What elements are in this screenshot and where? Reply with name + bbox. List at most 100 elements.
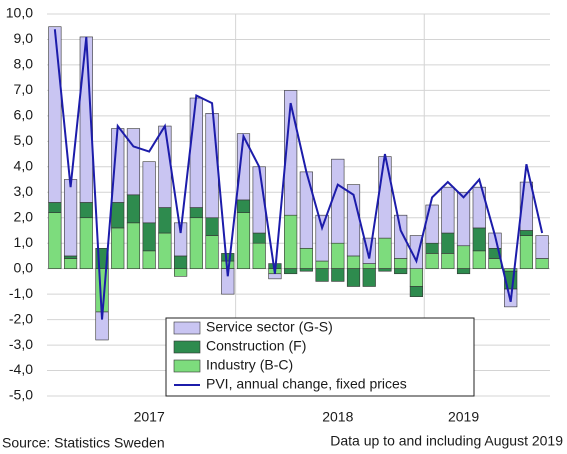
bar-segment [346,255,361,269]
bar-segment [48,26,62,203]
bar-segment [315,268,329,282]
bar-segment [48,212,62,269]
bar-segment [63,255,78,259]
bar-segment [425,253,439,269]
bar-segment [174,268,188,277]
bar-segment [158,232,172,269]
bar-segment [48,202,62,213]
bar-segment [142,222,156,252]
bar-segment [174,255,188,269]
bar-segment [252,242,266,269]
bar-segment [205,113,219,219]
legend-swatch [173,321,201,335]
x-tick-label: 2019 [448,409,479,425]
legend-label: Construction (F) [206,338,306,354]
bar-segment [535,258,549,269]
bar-segment [299,171,313,249]
y-tick-label: 0,0 [14,259,34,275]
y-tick-label: 8,0 [14,56,34,72]
y-tick-label: 2,0 [14,208,34,224]
bar-segment [111,227,125,269]
bar-segment [331,268,345,282]
bar-segment [456,268,471,275]
bar-segment [456,191,471,247]
bar-segment [441,186,455,234]
bar-segment [394,268,408,275]
y-tick-label: -3,0 [9,336,33,352]
line-series [53,29,544,320]
bar-segment [394,258,408,269]
bar-segment [126,222,141,269]
note: Data up to and including August 2019 [330,433,563,449]
bar-segment [236,199,251,213]
y-tick-label: -1,0 [9,285,33,301]
bar-segment [441,232,455,254]
y-tick-label: -4,0 [9,361,33,377]
bar-segment [409,235,423,269]
bar-segment [236,133,251,201]
bar-segment [126,194,141,224]
bar-segment [63,179,78,257]
source: Source: Statistics Sweden [2,435,165,451]
bar-segment [409,268,423,287]
y-tick-label: 1,0 [14,234,34,250]
bar-segment [331,242,345,269]
bar-segment [284,268,298,275]
y-tick-label: 6,0 [14,107,34,123]
legend-swatch [173,359,201,373]
bar-segment [252,232,266,244]
bar-segment [158,125,172,208]
bar-segment [158,207,172,234]
y-tick-label: 10,0 [6,5,33,21]
bar-segment [189,217,203,269]
bar-segment [488,258,502,269]
x-tick-label: 2017 [134,409,165,425]
y-tick-label: 7,0 [14,81,34,97]
bar-segment [362,263,376,269]
bar-segment [519,235,534,269]
bar-segment [236,212,251,269]
bar-segment [111,202,125,229]
bar-segment [409,286,423,297]
bar-segment [284,90,298,216]
bar-segment [378,156,392,239]
y-tick-label: 5,0 [14,132,34,148]
y-tick-label: 4,0 [14,158,34,174]
bar-segment [315,214,329,262]
y-tick-label: 9,0 [14,30,34,46]
bar-segment [189,207,203,219]
bar-segment [425,204,439,244]
bar-segment [299,247,313,269]
legend-label: Industry (B-C) [206,357,293,373]
y-tick-label: -2,0 [9,310,33,326]
legend-label: PVI, annual change, fixed prices [206,376,407,392]
bar-segment [315,260,329,269]
y-tick-label: 3,0 [14,183,34,199]
bar-segment [268,273,282,280]
bar-segment [346,268,361,287]
bar-segment [205,235,219,269]
bar-segment [331,158,345,244]
bar-segment [378,268,392,272]
bar-segment [142,161,156,224]
bar-segment [142,250,156,269]
y-tick-label: -5,0 [9,387,33,403]
bar-segment [378,237,392,269]
bar-segment [126,128,141,196]
bar-segment [299,268,313,272]
bar-segment [79,217,93,269]
bar-segment [472,186,486,229]
bar-segment [221,253,235,262]
bar-segment [472,250,486,269]
legend-swatch [173,340,201,354]
bar-segment [456,245,471,269]
bar-segment [535,235,549,259]
bar-segment [519,230,534,236]
legend-box [165,317,475,397]
bar-segment [205,217,219,236]
bar-segment [472,227,486,252]
bar-segment [441,253,455,269]
bar-segment [79,202,93,219]
x-tick-label: 2018 [322,409,353,425]
